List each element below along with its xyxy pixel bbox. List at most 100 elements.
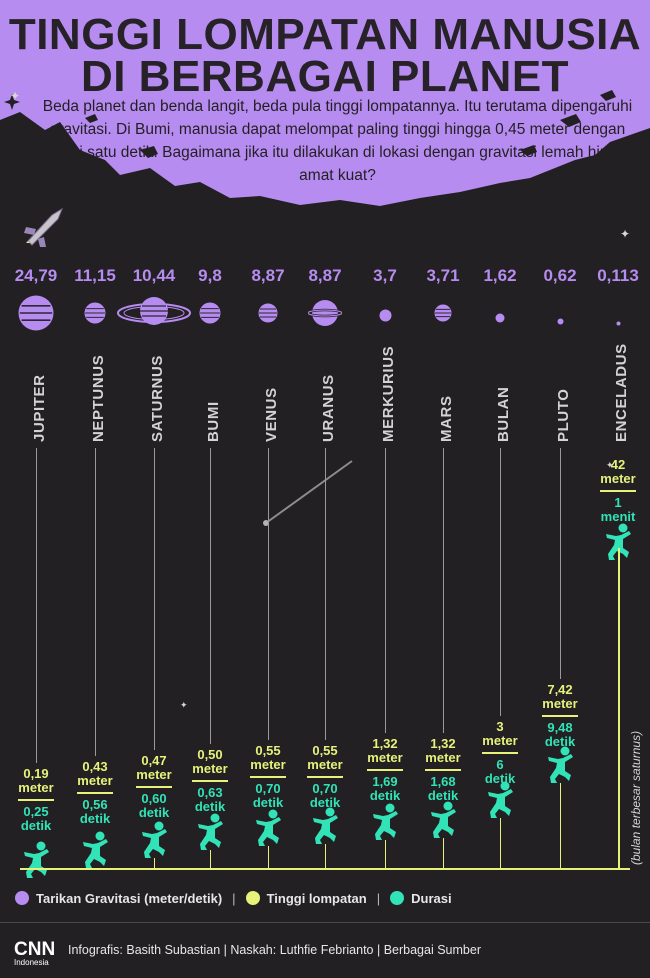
- gravity-value-pluto: 0,62: [543, 266, 577, 285]
- planet-guide-line: [95, 448, 96, 756]
- pluto-icon: [557, 310, 564, 329]
- value-separator: [482, 752, 518, 754]
- duration-uranus: 0,70 detik: [295, 782, 355, 810]
- legend: Tarikan Gravitasi (meter/detik) | Tinggi…: [15, 889, 452, 907]
- planet-name-uranus: URANUS: [313, 342, 337, 442]
- moon-icon: [495, 308, 505, 327]
- duration-bumi: 0,63 detik: [180, 786, 240, 814]
- jump-height-jupiter: 0,19 meter: [6, 767, 66, 795]
- value-separator: [18, 799, 54, 801]
- duration-value: 1,69: [372, 774, 398, 789]
- jump-unit: meter: [425, 750, 461, 765]
- duration-mars: 1,68 detik: [413, 775, 473, 803]
- planet-name-text: BULAN: [495, 386, 512, 443]
- enceladus-note-text: (bulan terbesar saturnus): [629, 730, 643, 865]
- legend-gravity-dot-icon: [15, 891, 29, 905]
- jump-value: 1,32: [372, 736, 398, 751]
- jump-unit: meter: [77, 773, 113, 788]
- jump-height-line: [154, 858, 155, 868]
- planet-name-text: NEPTUNUS: [90, 354, 107, 442]
- gravity-value-neptunus: 11,15: [74, 266, 116, 285]
- jump-height-bumi: 0,50 meter: [180, 748, 240, 776]
- planet-name-bumi: BUMI: [198, 342, 222, 442]
- jump-value: 3: [496, 719, 504, 734]
- mars-icon: [434, 304, 452, 326]
- planet-name-jupiter: JUPITER: [24, 342, 48, 442]
- duration-value: 0,70: [255, 781, 281, 796]
- footer-credit: Infografis: Basith Subastian | Naskah: L…: [68, 943, 481, 957]
- jump-height-uranus: 0,55 meter: [295, 744, 355, 772]
- planet-name-text: MERKURIUS: [380, 345, 397, 442]
- jumping-person-icon: [137, 820, 171, 860]
- jump-height-neptunus: 0,43 meter: [65, 760, 125, 788]
- saturn-icon: [116, 295, 192, 335]
- planet-guide-line: [36, 448, 37, 763]
- header-panel: TINGGI LOMPATAN MANUSIA DI BERBAGAI PLAN…: [0, 0, 650, 250]
- planet-name-text: BUMI: [205, 401, 222, 442]
- svg-text:Indonesia: Indonesia: [14, 958, 49, 967]
- duration-merkurius: 1,69 detik: [355, 775, 415, 803]
- star-icon: ✦: [620, 227, 631, 241]
- planet-name-merkurius: MERKURIUS: [373, 342, 397, 442]
- planet-guide-line: [500, 448, 501, 716]
- jump-value: 0,55: [255, 743, 281, 758]
- duration-value: 1: [614, 495, 622, 510]
- jump-unit: meter: [307, 757, 343, 772]
- value-separator: [542, 715, 578, 717]
- value-separator: [425, 769, 461, 771]
- duration-unit: menit: [600, 509, 636, 524]
- planet-name-text: URANUS: [320, 374, 337, 442]
- jump-height-bulan: 3 meter: [470, 720, 530, 748]
- planet-guide-line: [210, 448, 211, 744]
- gravity-value-enceladus: 0,113: [597, 266, 639, 285]
- gravity-value-bumi: 9,8: [198, 266, 222, 285]
- enceladus-icon: [616, 311, 621, 330]
- page-title-line2: DI BERBAGAI PLANET: [80, 52, 570, 101]
- legend-duration-dot-icon: [390, 891, 405, 905]
- duration-value: 0,56: [82, 797, 108, 812]
- planet-name-text: PLUTO: [555, 388, 572, 442]
- jump-height-line: [500, 818, 501, 868]
- jumping-person-icon: [78, 830, 112, 870]
- gravity-value-venus: 8,87: [251, 266, 285, 285]
- value-separator: [77, 792, 113, 794]
- duration-unit: detik: [79, 811, 111, 826]
- duration-unit: detik: [194, 799, 226, 814]
- value-separator: [192, 780, 228, 782]
- planet-guide-line: [268, 448, 269, 740]
- jump-value: 0,19: [23, 766, 49, 781]
- enceladus-note: (bulan terbesar saturnus): [628, 715, 644, 865]
- duration-value: 0,70: [312, 781, 338, 796]
- shooting-star-icon: [263, 460, 353, 526]
- duration-neptunus: 0,56 detik: [65, 798, 125, 826]
- neptune-icon: [84, 302, 106, 328]
- duration-enceladus: 1 menit: [588, 496, 648, 524]
- jump-unit: meter: [600, 471, 636, 486]
- jump-height-enceladus: 42 meter: [588, 458, 648, 486]
- planet-name-pluto: PLUTO: [548, 342, 572, 442]
- mercury-icon: [379, 307, 392, 326]
- duration-saturnus: 0,60 detik: [124, 792, 184, 820]
- duration-unit: detik: [138, 805, 170, 820]
- planet-name-text: VENUS: [263, 387, 280, 442]
- planet-guide-line: [385, 448, 386, 733]
- jump-height-line: [560, 783, 561, 868]
- uranus-icon: [306, 298, 344, 332]
- duration-value: 6: [496, 757, 504, 772]
- planet-guide-line: [560, 448, 561, 679]
- jumping-person-icon: [483, 780, 517, 820]
- planet-guide-line: [325, 448, 326, 740]
- venus-icon: [258, 303, 278, 327]
- jump-value: 7,42: [547, 682, 573, 697]
- cnn-indonesia-logo: CNN Indonesia: [14, 935, 55, 967]
- svg-text:CNN: CNN: [14, 939, 54, 960]
- planet-name-text: SATURNUS: [149, 354, 166, 442]
- legend-gravity-label: Tarikan Gravitasi (meter/detik): [36, 890, 223, 906]
- jump-height-mars: 1,32 meter: [413, 737, 473, 765]
- planet-name-venus: VENUS: [256, 342, 280, 442]
- page-title-line1: TINGGI LOMPATAN MANUSIA: [8, 10, 642, 59]
- jump-unit: meter: [482, 733, 518, 748]
- star-icon: ✦: [180, 701, 188, 711]
- jumping-person-icon: [426, 800, 460, 840]
- duration-value: 0,60: [141, 791, 167, 806]
